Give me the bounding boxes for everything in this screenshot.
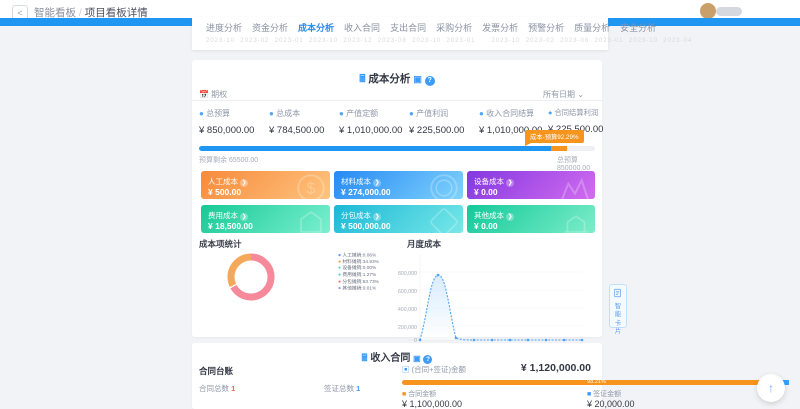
svg-text:400,000: 400,000 [398, 307, 417, 313]
svg-text:800,000: 800,000 [398, 271, 417, 277]
svg-text:200,000: 200,000 [398, 325, 417, 331]
svg-text:$: $ [307, 181, 316, 198]
svg-text:600,000: 600,000 [398, 289, 417, 295]
